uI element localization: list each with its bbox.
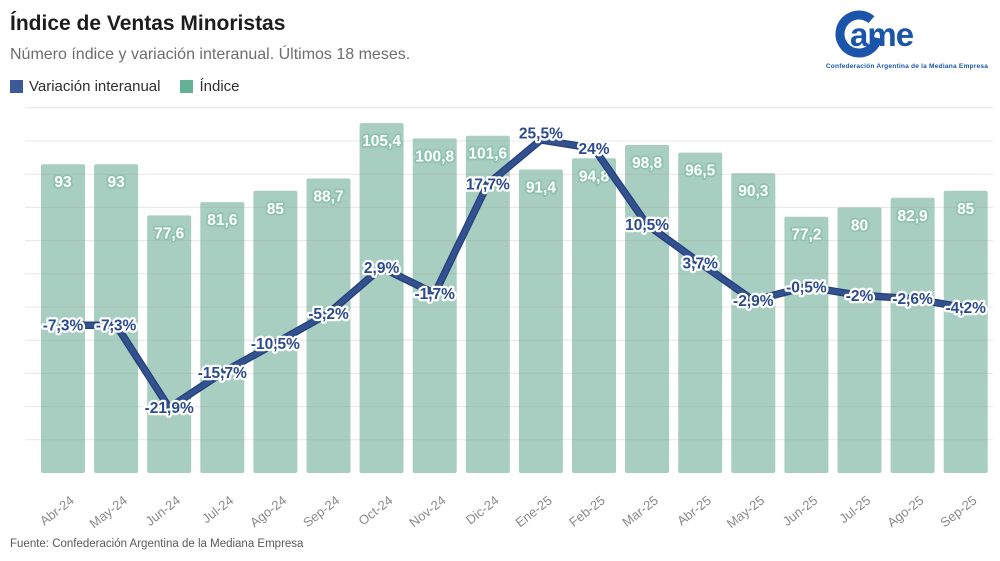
x-axis-label: Dic-24 bbox=[463, 493, 502, 528]
line-value-label: -2,9% bbox=[733, 293, 774, 310]
line-value-label: 25,5% bbox=[519, 125, 563, 142]
x-axis-label: Ago-25 bbox=[884, 493, 926, 531]
line-value-label: -15,7% bbox=[198, 365, 247, 382]
bar-value-label: 77,2 bbox=[791, 227, 821, 244]
x-axis-label: Ene-25 bbox=[512, 493, 554, 531]
bar bbox=[943, 190, 988, 474]
bar bbox=[94, 164, 139, 473]
legend-label: Índice bbox=[199, 78, 240, 95]
bar-value-label: 81,6 bbox=[207, 212, 238, 229]
bar-value-label: 105,4 bbox=[362, 133, 401, 150]
x-axis-label: Jun-25 bbox=[780, 493, 821, 529]
x-axis-label: Nov-24 bbox=[406, 493, 448, 531]
bar-value-label: 100,8 bbox=[415, 148, 454, 165]
bar-value-label: 93 bbox=[107, 174, 125, 191]
x-axis-label: Abr-25 bbox=[674, 493, 714, 529]
line-value-label: -0,5% bbox=[786, 279, 827, 296]
legend-item-indice: Índice bbox=[180, 78, 240, 95]
x-axis-label: Jun-24 bbox=[142, 493, 183, 529]
logo-tagline: Confederación Argentina de la Mediana Em… bbox=[825, 63, 989, 70]
bar bbox=[731, 173, 776, 473]
legend-swatch bbox=[10, 80, 23, 93]
bar-value-label: 98,8 bbox=[632, 155, 663, 172]
came-logo: ame Confederación Argentina de la Median… bbox=[822, 6, 992, 70]
x-axis-label: Jul-24 bbox=[199, 493, 236, 527]
bar bbox=[572, 158, 616, 473]
legend: Variación interanual Índice bbox=[10, 78, 240, 95]
legend-item-variacion-interanual: Variación interanual bbox=[10, 78, 160, 95]
bar bbox=[306, 178, 351, 473]
trend-line bbox=[60, 137, 969, 411]
bar bbox=[147, 215, 192, 474]
x-axis-label: May-25 bbox=[724, 493, 767, 532]
bar-value-label: 96,5 bbox=[685, 163, 716, 180]
bar-value-label: 85 bbox=[267, 201, 285, 218]
x-axis-label: Sep-25 bbox=[937, 493, 979, 531]
x-axis-label: Oct-24 bbox=[355, 493, 395, 529]
line-value-label: -10,5% bbox=[251, 336, 300, 353]
line-value-label: -21,9% bbox=[145, 400, 194, 417]
line-value-label: 17,7% bbox=[466, 176, 510, 193]
bar-value-label: 82,9 bbox=[898, 208, 929, 225]
bar bbox=[518, 169, 563, 473]
bar bbox=[41, 164, 85, 473]
bar bbox=[412, 138, 457, 473]
x-axis-label: Abr-24 bbox=[37, 493, 77, 529]
x-axis-label: May-24 bbox=[87, 493, 130, 532]
line-value-label: -7,3% bbox=[43, 318, 84, 335]
x-axis-label: Mar-25 bbox=[619, 493, 661, 530]
bar bbox=[465, 135, 510, 474]
line-value-label: 24% bbox=[578, 141, 609, 158]
line-value-label: -7,3% bbox=[96, 318, 137, 335]
line-value-label: -4,2% bbox=[945, 300, 986, 317]
line-value-label: 3,7% bbox=[683, 256, 719, 273]
bar-value-label: 85 bbox=[957, 201, 975, 218]
x-axis-label: Sep-24 bbox=[300, 493, 342, 531]
bar-value-label: 90,3 bbox=[738, 183, 769, 200]
legend-swatch bbox=[180, 80, 194, 93]
bar bbox=[200, 202, 245, 473]
page-title: Índice de Ventas Minoristas bbox=[10, 12, 286, 35]
x-axis-label: Jul-25 bbox=[836, 493, 873, 527]
bar-value-label: 80 bbox=[851, 217, 868, 234]
line-value-label: 10,5% bbox=[625, 217, 669, 234]
chart-canvas: 93 93 77,6 81,6 85 88,7 105,4 100,8 101,6 91,4 94,… bbox=[25, 107, 993, 532]
bar bbox=[890, 197, 935, 473]
bar bbox=[625, 144, 670, 473]
bar bbox=[253, 190, 298, 474]
bar-value-label: 94,8 bbox=[579, 168, 610, 185]
line-value-label: -2,6% bbox=[892, 291, 933, 308]
bar bbox=[784, 216, 829, 474]
x-axis-label: Feb-25 bbox=[566, 493, 608, 530]
bar bbox=[837, 207, 882, 473]
line-value-label: 2,9% bbox=[364, 260, 400, 277]
legend-label: Variación interanual bbox=[29, 78, 161, 95]
bar bbox=[359, 123, 404, 474]
source-note: Fuente: Confederación Argentina de la Me… bbox=[10, 538, 304, 550]
bar bbox=[678, 152, 723, 473]
line-value-label: -2% bbox=[846, 288, 874, 305]
subtitle: Número índice y variación interanual. Úl… bbox=[10, 46, 411, 63]
x-axis-label: Ago-24 bbox=[247, 493, 289, 531]
came-logo-letters: ame bbox=[850, 16, 914, 53]
came-logo-mark-icon: ame bbox=[835, 10, 915, 58]
line-value-label: -1,7% bbox=[414, 286, 455, 303]
bar-value-label: 77,6 bbox=[154, 225, 185, 242]
bar-value-label: 101,6 bbox=[468, 146, 507, 163]
line-value-label: -5,2% bbox=[308, 306, 349, 323]
bar-value-label: 88,7 bbox=[313, 189, 343, 206]
bar-value-label: 91,4 bbox=[526, 180, 557, 197]
bar-value-label: 93 bbox=[54, 174, 72, 191]
